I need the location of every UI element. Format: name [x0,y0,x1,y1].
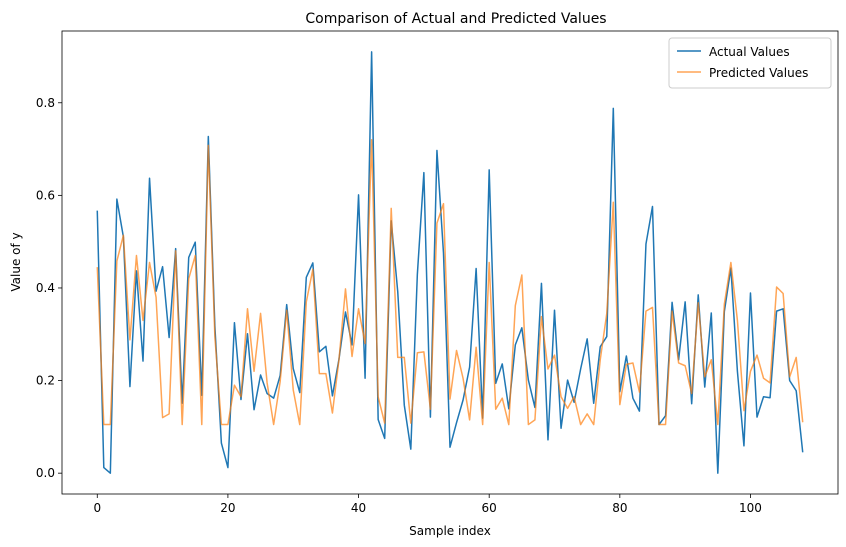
x-axis-ticks: 0 20 40 60 80 100 [93,494,762,515]
y-axis-ticks: 0.0 0.2 0.4 0.6 0.8 [36,96,62,480]
x-tick-label: 100 [739,501,762,515]
y-tick-label: 0.0 [36,466,55,480]
chart-title: Comparison of Actual and Predicted Value… [305,11,606,27]
x-tick-label: 80 [612,501,627,515]
y-tick-label: 0.6 [36,188,55,202]
legend-box [668,37,832,89]
y-tick-label: 0.8 [36,96,55,110]
x-axis-label: Sample index [409,524,491,538]
legend: Actual Values Predicted Values [668,37,832,89]
y-axis-label: Value of y [9,232,23,291]
series-layer [96,51,804,474]
series-line-predicted [96,139,804,426]
y-tick-label: 0.2 [36,374,55,388]
x-tick-label: 40 [351,501,366,515]
legend-label-predicted: Predicted Values [709,66,808,80]
x-tick-label: 60 [482,501,497,515]
x-tick-label: 0 [93,501,101,515]
legend-label-actual: Actual Values [709,45,790,59]
plot-area [62,31,838,494]
plot-frame [61,30,839,495]
y-tick-label: 0.4 [36,281,55,295]
x-tick-label: 20 [220,501,235,515]
